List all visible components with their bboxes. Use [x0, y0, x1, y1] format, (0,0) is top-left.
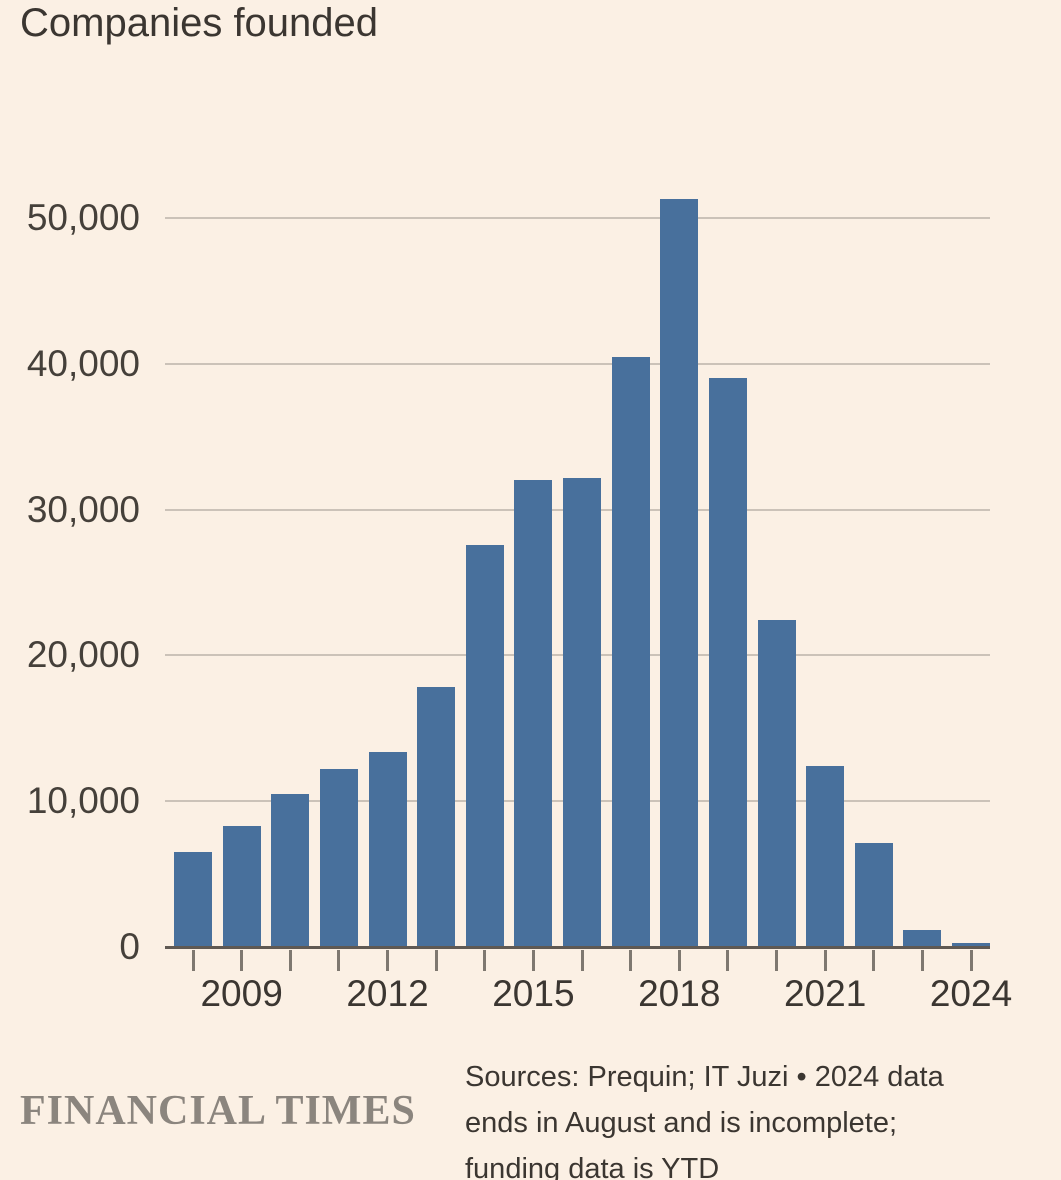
- x-axis-tick: [386, 950, 389, 971]
- x-axis-label: 2012: [346, 973, 429, 1014]
- x-axis-label: 2018: [638, 973, 721, 1014]
- gridline: [165, 362, 990, 365]
- bar-2011: [319, 769, 358, 947]
- bar-2018: [660, 199, 699, 947]
- bar-2013: [417, 687, 456, 947]
- x-axis-tick: [483, 950, 487, 971]
- x-axis-tick: [823, 950, 827, 971]
- bar-2010: [271, 793, 310, 947]
- y-axis-label: 0: [119, 926, 140, 967]
- x-axis-tick: [775, 950, 778, 971]
- bar-2020: [757, 620, 796, 947]
- x-axis-tick: [191, 950, 195, 971]
- x-axis-tick: [872, 950, 876, 971]
- x-axis-label: 2024: [929, 973, 1013, 1014]
- x-axis-tick: [531, 950, 535, 971]
- bar-2014: [465, 544, 504, 947]
- bar-2019: [708, 378, 747, 947]
- financial-times-logo: FINANCIAL TIMES: [20, 1088, 416, 1134]
- x-axis-tick: [240, 950, 244, 971]
- chart-title: Companies founded: [20, 1, 379, 45]
- x-axis-tick: [677, 950, 681, 971]
- x-axis-label: 2021: [783, 973, 867, 1014]
- y-axis-label: 40,000: [26, 342, 140, 384]
- bar-2016: [563, 477, 601, 947]
- x-axis-tick: [920, 950, 924, 971]
- bar-2024: [952, 942, 990, 947]
- x-axis-tick: [629, 950, 633, 971]
- x-axis-tick: [288, 950, 292, 971]
- y-axis-label: 20,000: [26, 634, 140, 676]
- bar-2008: [174, 852, 212, 947]
- x-axis-label: 2009: [200, 973, 283, 1014]
- x-axis-baseline: [165, 946, 990, 949]
- bar-2023: [903, 929, 942, 947]
- source-note: Sources: Prequin; IT Juzi • 2024 data en…: [465, 1054, 1045, 1180]
- x-axis-tick: [726, 950, 730, 971]
- x-axis-tick: [434, 950, 438, 971]
- x-axis-label: 2015: [492, 973, 575, 1014]
- source-note-line: Sources: Prequin; IT Juzi • 2024 data: [465, 1061, 944, 1093]
- bar-2017: [611, 356, 650, 947]
- bar-2009: [222, 825, 261, 947]
- y-axis-label: 10,000: [26, 780, 140, 822]
- source-note-line: funding data is YTD: [465, 1153, 720, 1180]
- y-axis-label: 30,000: [26, 488, 140, 530]
- bar-2012: [368, 751, 407, 947]
- x-axis-tick: [580, 950, 584, 971]
- source-note-line: ends in August and is incomplete;: [465, 1107, 898, 1139]
- x-axis-tick: [337, 950, 341, 971]
- y-axis-label: 50,000: [26, 197, 140, 238]
- x-axis-tick: [969, 950, 973, 971]
- bar-2015: [514, 480, 553, 947]
- bar-2022: [854, 843, 893, 947]
- gridline: [165, 217, 990, 219]
- bar-2021: [806, 766, 845, 947]
